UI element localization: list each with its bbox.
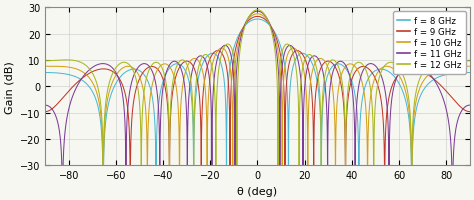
f = 10 GHz [196,61,202,63]
Line: f = 11 GHz: f = 11 GHz [45,12,470,200]
f = 10 GHz [294,49,300,52]
f = 8 GHz [64,74,69,76]
f = 12 GHz [64,59,69,62]
f = 10 GHz [357,75,363,77]
f = 11 GHz [357,79,363,81]
f = 12 GHz [255,10,260,12]
f = 9 GHz [357,67,363,69]
f = 11 GHz [42,104,48,107]
Line: f = 12 GHz: f = 12 GHz [45,11,470,200]
f = 12 GHz [293,71,299,73]
f = 9 GHz [380,114,385,116]
X-axis label: θ (deg): θ (deg) [237,186,277,196]
f = 8 GHz [196,75,202,77]
f = 11 GHz [312,55,318,58]
f = 9 GHz [42,111,48,113]
Line: f = 9 GHz: f = 9 GHz [45,17,470,200]
f = 12 GHz [467,60,473,63]
f = 12 GHz [357,62,363,64]
f = 9 GHz [312,102,318,104]
f = 8 GHz [42,72,48,74]
f = 9 GHz [255,16,260,19]
f = 10 GHz [312,63,318,65]
Line: f = 10 GHz: f = 10 GHz [45,15,470,200]
f = 10 GHz [64,66,69,69]
f = 11 GHz [255,11,260,13]
f = 11 GHz [294,54,300,57]
f = 8 GHz [357,122,363,125]
f = 9 GHz [196,90,202,92]
f = 8 GHz [467,72,473,74]
Line: f = 8 GHz: f = 8 GHz [45,20,470,200]
f = 12 GHz [312,62,318,64]
Legend: f = 8 GHz, f = 9 GHz, f = 10 GHz, f = 11 GHz, f = 12 GHz: f = 8 GHz, f = 9 GHz, f = 10 GHz, f = 11… [393,12,465,74]
f = 9 GHz [467,111,473,113]
f = 12 GHz [42,60,48,63]
f = 8 GHz [294,57,300,59]
f = 12 GHz [196,65,202,68]
f = 10 GHz [255,13,260,16]
Y-axis label: Gain (dB): Gain (dB) [4,61,14,113]
f = 10 GHz [467,66,473,68]
f = 10 GHz [42,66,48,68]
f = 11 GHz [64,120,69,122]
f = 8 GHz [312,71,318,74]
f = 10 GHz [380,67,385,69]
f = 8 GHz [255,19,260,21]
f = 12 GHz [380,68,385,70]
f = 11 GHz [467,104,473,107]
f = 11 GHz [196,56,202,58]
f = 11 GHz [380,80,385,82]
f = 8 GHz [380,69,385,71]
f = 9 GHz [294,50,300,53]
f = 9 GHz [64,93,69,95]
